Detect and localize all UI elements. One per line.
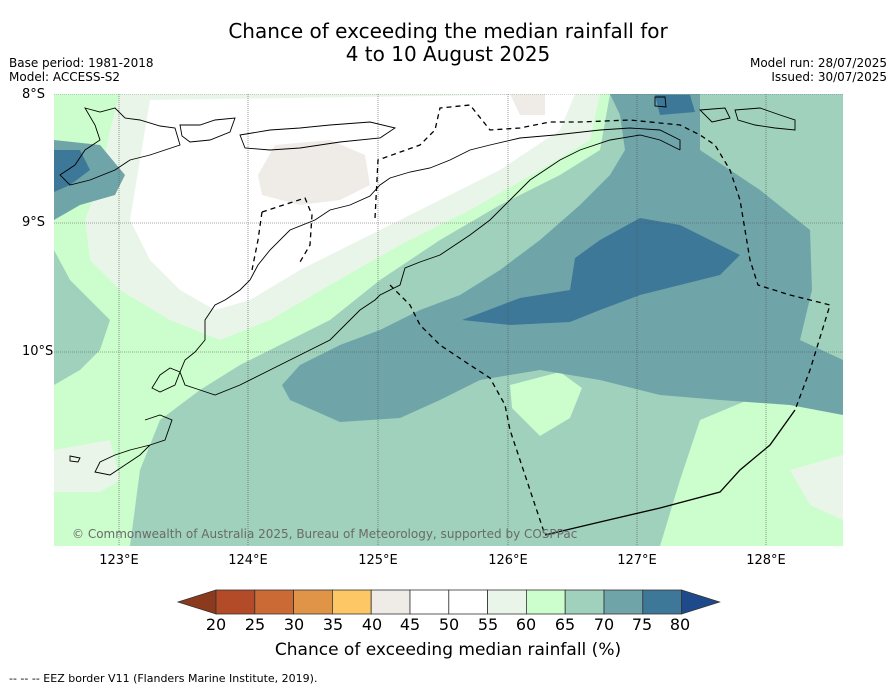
copyright-text: © Commonwealth of Australia 2025, Bureau… xyxy=(72,527,577,541)
contour-40-45-north xyxy=(510,94,545,115)
colorbar-bin xyxy=(254,589,295,615)
colorbar-tick: 80 xyxy=(669,615,691,634)
eez-border xyxy=(251,104,831,536)
colorbar-bin xyxy=(215,589,256,615)
contour-55-60-east xyxy=(790,455,843,520)
island-coast-5 xyxy=(654,96,667,108)
colorbar-tick: 60 xyxy=(515,615,537,634)
colorbar-title: Chance of exceeding median rainfall (%) xyxy=(274,640,622,660)
lon-label-123e: 123°E xyxy=(99,553,139,568)
island-coast-4 xyxy=(698,107,731,123)
coastlines xyxy=(59,96,796,476)
colorbar-bin xyxy=(603,589,644,615)
colorbar-bin xyxy=(642,589,682,615)
colorbar-tick: 75 xyxy=(631,615,653,634)
colorbar-tick: 35 xyxy=(322,615,344,634)
colorbar-bin xyxy=(564,589,605,615)
lon-label-124e: 124°E xyxy=(228,553,268,568)
flores-coast xyxy=(59,107,181,186)
colorbar-tick: 70 xyxy=(593,615,615,634)
chart-title-line1: Chance of exceeding the median rainfall … xyxy=(228,19,668,43)
island-coast-2 xyxy=(239,121,397,151)
lon-label-128e: 128°E xyxy=(746,553,786,568)
colorbar-tick: 65 xyxy=(554,615,576,634)
meta-left: Base period: 1981-2018 Model: ACCESS-S2 xyxy=(9,56,154,84)
colorbar-tick: 25 xyxy=(244,615,266,634)
rainfall-map xyxy=(54,94,843,546)
chart-title-line2: 4 to 10 August 2025 xyxy=(345,42,551,66)
base-period: Base period: 1981-2018 xyxy=(9,56,154,70)
island-coast-1 xyxy=(179,117,236,143)
contour-70-75 xyxy=(282,94,843,422)
timor-coast xyxy=(179,127,681,396)
eez-footnote: -- -- -- EEZ border V11 (Flanders Marine… xyxy=(9,672,318,685)
colorbar-tick: 30 xyxy=(283,615,305,634)
issued-date: Issued: 30/07/2025 xyxy=(771,70,887,84)
colorbar-bin xyxy=(448,589,488,615)
sumba-coast xyxy=(94,414,173,476)
island-coast-7 xyxy=(69,455,81,463)
model-name: Model: ACCESS-S2 xyxy=(9,70,121,84)
contour-65-70-westedge xyxy=(54,250,110,385)
contour-55-60-westsouth xyxy=(54,440,120,492)
lat-label-10s: 10°S xyxy=(22,344,54,359)
model-run: Model run: 28/07/2025 xyxy=(749,56,887,70)
contour-75-80 xyxy=(462,218,740,325)
meta-right: Model run: 28/07/2025 Issued: 30/07/2025 xyxy=(750,56,887,84)
contour-60-65-southeast xyxy=(660,390,843,546)
contour-65-70-south xyxy=(260,360,720,546)
colorbar-bin xyxy=(409,589,450,615)
contour-75-80-west xyxy=(54,150,90,192)
colorbar-bin xyxy=(331,589,372,615)
colorbar-extend-low xyxy=(176,589,217,615)
eez-solid-border xyxy=(544,409,796,536)
colorbar-tick: 45 xyxy=(399,615,421,634)
colorbar-tick: 40 xyxy=(361,615,383,634)
lat-label-9s: 9°S xyxy=(22,215,46,230)
lon-label-126e: 126°E xyxy=(488,553,528,568)
colorbar-bin xyxy=(526,589,566,615)
lon-label-125e: 125°E xyxy=(358,553,398,568)
colorbar-bin xyxy=(293,589,333,615)
contour-75-80-north xyxy=(655,95,695,115)
island-coast-3 xyxy=(734,107,796,131)
graticule xyxy=(54,94,843,546)
island-coast-6 xyxy=(151,367,181,393)
colorbar-extend-high xyxy=(681,589,721,615)
colorbar-tick: 55 xyxy=(477,615,499,634)
colorbar-bin xyxy=(370,589,411,615)
contour-45-55 xyxy=(130,94,575,310)
colorbar xyxy=(176,589,721,615)
contour-40-45 xyxy=(258,140,370,205)
lat-label-8s: 8°S xyxy=(22,87,46,102)
colorbar-tick: 20 xyxy=(205,615,227,634)
colorbar-bin xyxy=(487,589,527,615)
contour-60-65-patch xyxy=(510,372,582,436)
colorbar-tick: 50 xyxy=(438,615,460,634)
lon-label-127e: 127°E xyxy=(617,553,657,568)
